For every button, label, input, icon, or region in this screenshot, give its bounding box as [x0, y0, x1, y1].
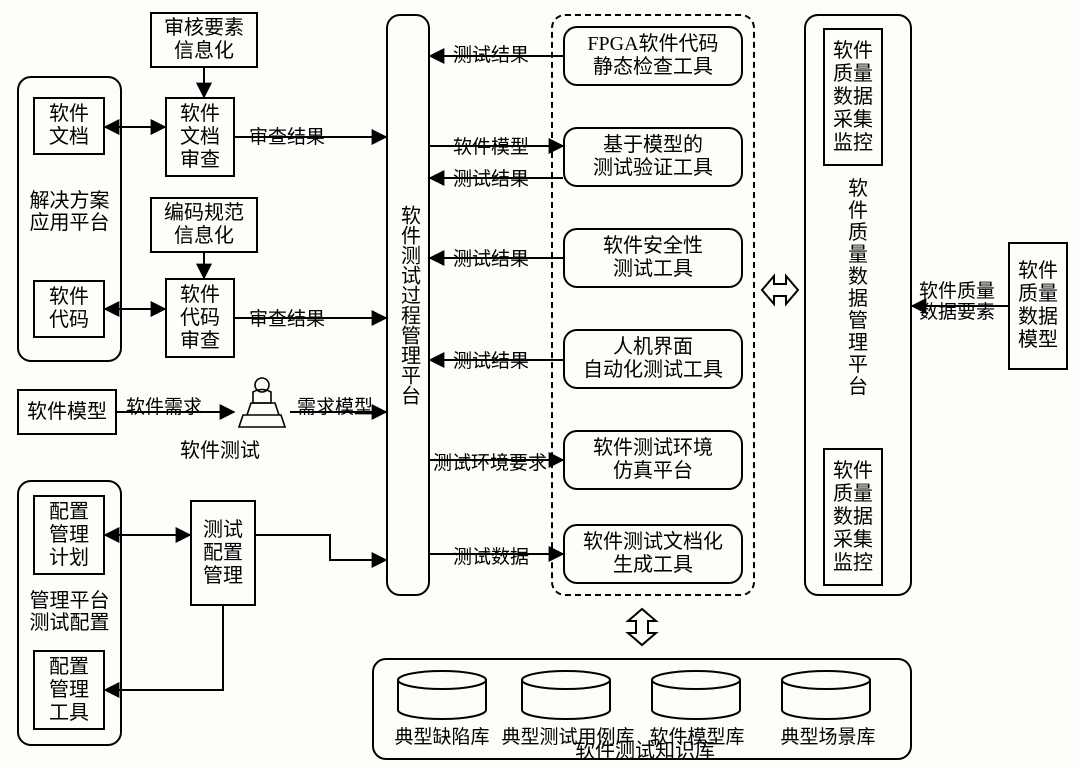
node-tool-doc: 软件测试文档化生成工具: [563, 524, 743, 584]
node-tool-env: 软件测试环境仿真平台: [563, 430, 743, 490]
node-label: 软件文档: [49, 103, 89, 149]
node-cfg-plan: 配置管理计划: [33, 495, 105, 575]
node-label: 编码规范信息化: [164, 202, 244, 248]
node-sw-doc: 软件文档: [33, 97, 105, 155]
db-testcase-icon: [518, 670, 614, 720]
node-doc-review: 软件文档审查: [165, 97, 235, 177]
node-label: 基于模型的测试验证工具: [593, 134, 713, 180]
node-label: 审核要素信息化: [164, 17, 244, 63]
text: 软件测试知识库: [575, 740, 715, 762]
node-coding-spec-info: 编码规范信息化: [150, 197, 258, 253]
text: 软件需求: [126, 397, 202, 418]
node-qual-collect-top: 软件质量数据采集监控: [823, 28, 883, 166]
text: 测试结果: [453, 45, 529, 66]
edge-label-e7: 测试结果: [452, 164, 530, 191]
db-defect-label: 典型缺陷库: [384, 722, 500, 749]
label-sw-test: 软件测试: [180, 440, 260, 462]
text: 测试环境要求: [433, 453, 547, 474]
node-cfg-tool: 配置管理工具: [33, 650, 105, 730]
node-audit-elem-info: 审核要素信息化: [150, 12, 258, 68]
text: 软件质量数据要素: [919, 281, 995, 323]
edge-label-e1: 审查结果: [248, 122, 326, 149]
edge-label-e12: 软件质量数据要素: [918, 282, 996, 324]
edge-label-e3: 软件需求: [125, 392, 203, 419]
node-test-proc-mgmt: 软件测试过程管理平台: [386, 14, 430, 596]
db-scenario-icon: [778, 670, 874, 720]
edge-label-e4: 需求模型: [296, 392, 374, 419]
node-label: 配置管理工具: [49, 656, 89, 725]
arrows-layer: [0, 0, 1080, 769]
text: 审查结果: [249, 127, 325, 148]
node-sw-model-left: 软件模型: [17, 389, 117, 435]
node-label: 软件代码审查: [180, 284, 220, 353]
person-laptop-icon: [235, 375, 289, 431]
text: 测试数据: [453, 547, 529, 568]
text: 测试结果: [453, 249, 529, 270]
node-label: 配置管理计划: [49, 501, 89, 570]
edge-label-e2: 审查结果: [248, 304, 326, 331]
node-tool-model: 基于模型的测试验证工具: [563, 127, 743, 187]
edge-label-e8: 测试结果: [452, 244, 530, 271]
node-label: 软件质量数据采集监控: [833, 460, 873, 575]
node-label: FPGA软件代码静态检查工具: [587, 33, 718, 79]
node-tool-fpga: FPGA软件代码静态检查工具: [563, 26, 743, 86]
node-label: 软件模型: [27, 401, 107, 424]
node-label: 软件文档审查: [180, 103, 220, 172]
node-code-review: 软件代码审查: [165, 278, 235, 358]
node-label: 软件质量数据模型: [1018, 260, 1058, 352]
text: 测试结果: [453, 351, 529, 372]
edge-label-e11: 测试数据: [452, 542, 530, 569]
node-label: 软件安全性测试工具: [603, 235, 703, 281]
edge-label-e10: 测试环境要求: [432, 448, 548, 475]
text: 典型场景库: [780, 727, 875, 748]
group-tool-set: [551, 14, 755, 596]
node-sw-code: 软件代码: [33, 280, 105, 338]
node-sw-qual-model: 软件质量数据模型: [1008, 242, 1068, 370]
node-test-cfg-mgmt: 测试配置管理: [190, 500, 256, 606]
edge-label-e5: 测试结果: [452, 40, 530, 67]
label-qual-mgmt: 软件质量数据管理平台: [840, 178, 876, 398]
node-tool-safety: 软件安全性测试工具: [563, 228, 743, 288]
node-label: 软件测试过程管理平台: [397, 205, 420, 405]
db-defect-icon: [394, 670, 490, 720]
node-label: 软件测试文档化生成工具: [583, 531, 723, 577]
node-tool-hmi: 人机界面自动化测试工具: [563, 329, 743, 389]
node-label: 软件测试环境仿真平台: [593, 437, 713, 483]
db-scenario-label: 典型场景库: [770, 722, 886, 749]
node-label: 软件质量数据采集监控: [833, 40, 873, 155]
node-label: 人机界面自动化测试工具: [583, 336, 723, 382]
text: 解决方案应用平台: [30, 190, 110, 234]
text: 软件测试: [180, 440, 260, 462]
text: 管理平台测试配置: [30, 590, 110, 634]
text: 需求模型: [297, 397, 373, 418]
label-cfg-platform: 管理平台测试配置: [21, 590, 118, 634]
text: 典型缺陷库: [394, 727, 489, 748]
label-solution-platform: 解决方案应用平台: [21, 190, 118, 234]
node-label: 测试配置管理: [203, 519, 243, 588]
text: 软件质量数据管理平台: [848, 178, 868, 398]
node-label: 软件代码: [49, 286, 89, 332]
text: 软件模型: [453, 137, 529, 158]
label-knowledge-base: 软件测试知识库: [560, 740, 730, 762]
db-model-icon: [648, 670, 744, 720]
text: 审查结果: [249, 309, 325, 330]
edge-label-e6: 软件模型: [452, 132, 530, 159]
edge-label-e9: 测试结果: [452, 346, 530, 373]
node-qual-collect-bot: 软件质量数据采集监控: [823, 448, 883, 586]
text: 测试结果: [453, 169, 529, 190]
